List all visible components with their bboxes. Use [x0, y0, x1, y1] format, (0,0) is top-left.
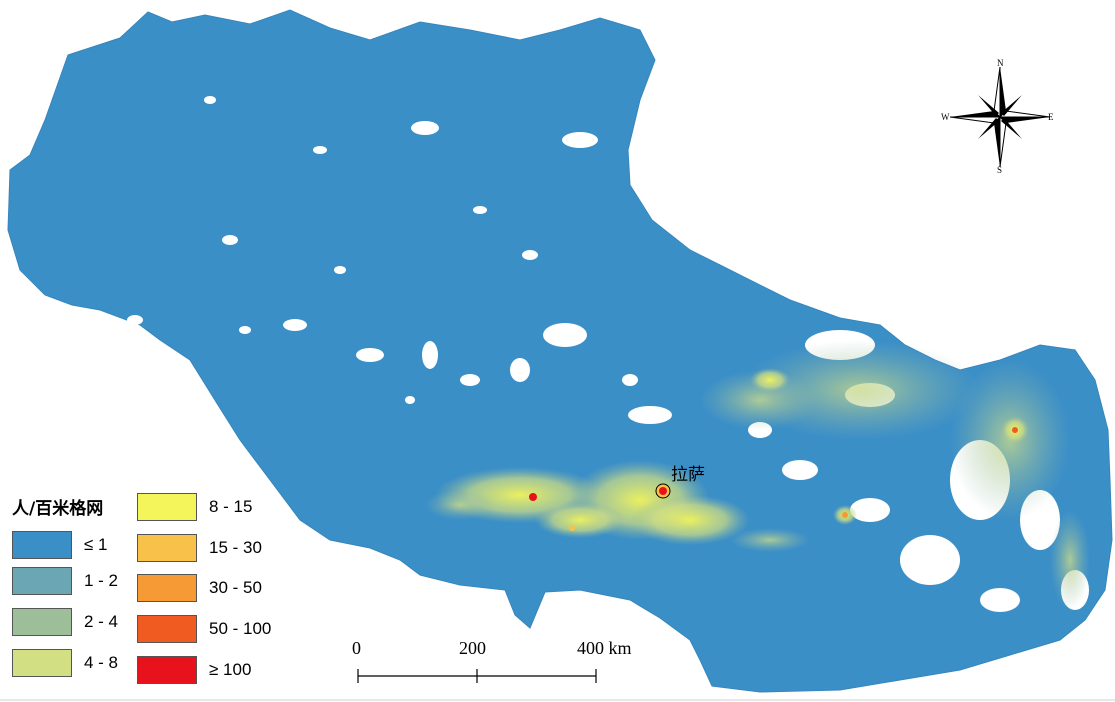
legend-label: 2 - 4 — [84, 612, 119, 631]
legend-swatch — [137, 656, 197, 684]
legend-label: 30 - 50 — [209, 578, 262, 597]
legend-swatch — [12, 608, 72, 636]
compass-rose — [949, 66, 1051, 168]
compass-north-label: N — [997, 58, 1004, 68]
legend-label: 4 - 8 — [84, 653, 119, 672]
legend-item: ≥ 100 — [137, 655, 251, 685]
compass-south-label: S — [997, 165, 1003, 175]
legend-title: 人/百米格网 — [12, 499, 104, 519]
legend-swatch — [12, 567, 72, 595]
legend-swatch — [12, 649, 72, 677]
legend-item: 8 - 15 — [137, 492, 252, 522]
legend-item: 15 - 30 — [137, 533, 262, 563]
legend-swatch — [12, 531, 72, 559]
scale-bar — [357, 669, 597, 683]
legend-item: 1 - 2 — [12, 566, 118, 596]
lhasa-marker — [655, 483, 671, 499]
legend-swatch — [137, 493, 197, 521]
scale-label-200: 200 — [459, 638, 486, 658]
legend-label: ≥ 100 — [209, 660, 252, 679]
legend-label: 8 - 15 — [209, 497, 253, 516]
legend-item: 50 - 100 — [137, 614, 271, 644]
legend-label: 1 - 2 — [84, 571, 119, 590]
density-overlay — [425, 340, 1090, 610]
compass-west-label: W — [941, 112, 950, 122]
legend-item: 30 - 50 — [137, 573, 262, 603]
compass-east-label: E — [1048, 112, 1054, 122]
legend-swatch — [137, 615, 197, 643]
scale-label-400: 400 km — [577, 638, 632, 658]
city-label-lhasa: 拉萨 — [671, 465, 705, 485]
scale-label-0: 0 — [352, 638, 361, 658]
legend-label: 15 - 30 — [209, 538, 262, 557]
legend-label: ≤ 1 — [84, 535, 108, 554]
legend-item: 2 - 4 — [12, 607, 118, 637]
legend-item: 4 - 8 — [12, 648, 118, 678]
legend-label: 50 - 100 — [209, 619, 272, 638]
legend-swatch — [137, 534, 197, 562]
legend-swatch — [137, 574, 197, 602]
legend-item: ≤ 1 — [12, 530, 108, 560]
